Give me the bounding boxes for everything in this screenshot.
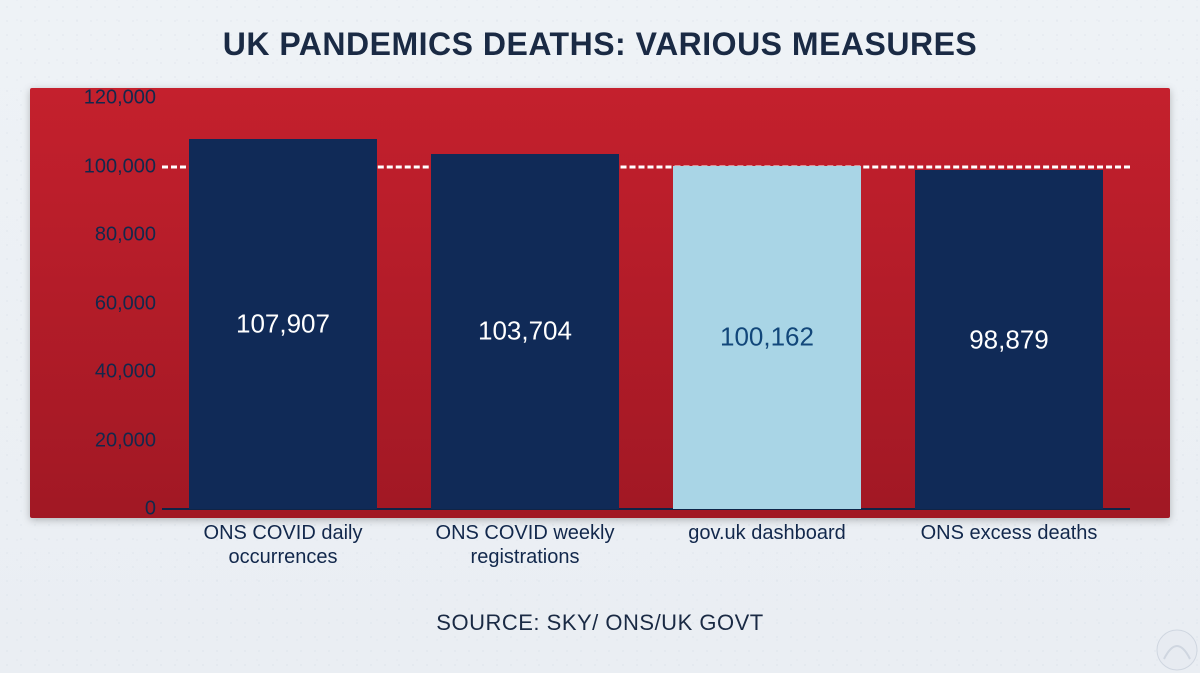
stage: UK PANDEMICS DEATHS: VARIOUS MEASURES 02…: [0, 0, 1200, 673]
y-tick-label: 20,000: [95, 429, 156, 452]
sky-news-logo-icon: [1154, 627, 1200, 673]
bar: 103,704: [431, 154, 620, 509]
bar: 98,879: [915, 170, 1104, 509]
bar-value-label: 100,162: [673, 322, 862, 353]
bar-value-label: 107,907: [189, 309, 378, 340]
source-attribution: SOURCE: SKY/ ONS/UK GOVT: [0, 610, 1200, 636]
x-category-label: ONS excess deaths: [888, 521, 1130, 545]
x-category-label: ONS COVID weekly registrations: [404, 521, 646, 569]
y-tick-label: 40,000: [95, 361, 156, 384]
y-tick-label: 0: [145, 498, 156, 521]
plot-region: 020,00040,00060,00080,000100,000120,0001…: [162, 98, 1130, 509]
x-category-label: gov.uk dashboard: [646, 521, 888, 545]
bar: 100,162: [673, 166, 862, 509]
bar-value-label: 98,879: [915, 324, 1104, 355]
y-tick-label: 80,000: [95, 224, 156, 247]
y-tick-label: 120,000: [84, 87, 156, 110]
bar-value-label: 103,704: [431, 316, 620, 347]
x-category-label: ONS COVID daily occurrences: [162, 521, 404, 569]
y-tick-label: 100,000: [84, 155, 156, 178]
y-tick-label: 60,000: [95, 292, 156, 315]
chart-title: UK PANDEMICS DEATHS: VARIOUS MEASURES: [0, 26, 1200, 63]
bar: 107,907: [189, 139, 378, 509]
chart-area: 020,00040,00060,00080,000100,000120,0001…: [162, 98, 1130, 509]
